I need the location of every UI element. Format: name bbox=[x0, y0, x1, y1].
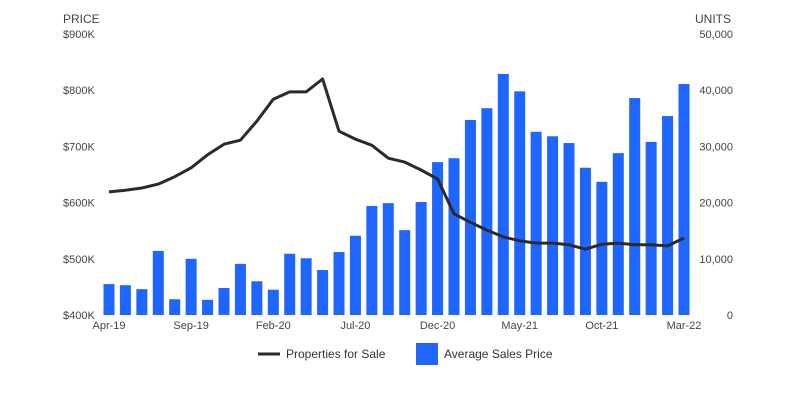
bar-average-sales-price bbox=[612, 153, 624, 315]
legend: Properties for Sale Average Sales Price bbox=[258, 343, 553, 365]
bar-average-sales-price bbox=[284, 253, 296, 315]
x-tick-label: Feb-20 bbox=[256, 320, 291, 332]
bar-average-sales-price bbox=[547, 136, 559, 315]
right-axis-title: UNITS bbox=[695, 12, 731, 26]
bar-average-sales-price bbox=[202, 299, 214, 315]
bar-average-sales-price bbox=[317, 270, 329, 315]
line-properties-for-sale bbox=[108, 77, 685, 251]
right-tick-label: 0 bbox=[727, 310, 733, 322]
x-tick-label: May-21 bbox=[501, 320, 538, 332]
bar-average-sales-price bbox=[218, 288, 230, 315]
bar-average-sales-price bbox=[251, 281, 263, 315]
left-tick-label: $500K bbox=[63, 254, 95, 266]
x-tick-label: Oct-21 bbox=[585, 320, 618, 332]
left-tick-label: $900K bbox=[63, 29, 95, 41]
legend-label-price: Average Sales Price bbox=[444, 347, 553, 361]
bar-average-sales-price bbox=[333, 252, 345, 315]
right-tick-label: 50,000 bbox=[699, 29, 733, 41]
bar-average-sales-price bbox=[415, 202, 427, 315]
legend-label-properties: Properties for Sale bbox=[286, 347, 386, 361]
bar-average-sales-price bbox=[300, 258, 312, 315]
right-tick-label: 40,000 bbox=[699, 85, 733, 97]
left-tick-label: $400K bbox=[63, 310, 95, 322]
bar-average-sales-price bbox=[234, 263, 246, 315]
x-tick-label: Sep-19 bbox=[173, 320, 208, 332]
bar-average-sales-price bbox=[399, 230, 411, 315]
bar-average-sales-price bbox=[432, 162, 444, 315]
bar-average-sales-price bbox=[481, 108, 493, 316]
bar-average-sales-price bbox=[152, 250, 164, 315]
left-tick-label: $600K bbox=[63, 198, 95, 210]
bar-average-sales-price bbox=[382, 203, 394, 315]
right-tick-label: 10,000 bbox=[699, 254, 733, 266]
bar-average-sales-price bbox=[497, 73, 509, 315]
left-tick-label: $700K bbox=[63, 141, 95, 153]
bar-average-sales-price bbox=[662, 116, 674, 315]
bar-average-sales-price bbox=[530, 131, 542, 315]
right-tick-label: 20,000 bbox=[699, 198, 733, 210]
x-tick-label: Mar-22 bbox=[667, 320, 702, 332]
bar-average-sales-price bbox=[678, 84, 690, 315]
bar-average-sales-price bbox=[448, 158, 460, 315]
x-tick-label: Apr-19 bbox=[92, 320, 125, 332]
bar-average-sales-price bbox=[136, 289, 148, 315]
bar-average-sales-price bbox=[464, 119, 476, 316]
bar-average-sales-price bbox=[119, 285, 131, 315]
right-tick-label: 30,000 bbox=[699, 141, 733, 153]
bar-average-sales-price bbox=[514, 91, 526, 315]
bar-average-sales-price bbox=[579, 167, 591, 315]
bar-average-sales-price bbox=[267, 289, 279, 315]
bar-average-sales-price bbox=[629, 98, 641, 316]
left-axis-title: PRICE bbox=[63, 12, 100, 26]
bar-average-sales-price bbox=[349, 235, 361, 315]
left-tick-label: $800K bbox=[63, 85, 95, 97]
bar-average-sales-price bbox=[103, 284, 115, 315]
legend-bar-swatch bbox=[416, 343, 438, 365]
bar-average-sales-price bbox=[563, 143, 575, 315]
x-tick-label: Dec-20 bbox=[420, 320, 455, 332]
bar-average-sales-price bbox=[366, 205, 378, 315]
x-tick-label: Jul-20 bbox=[340, 320, 370, 332]
bar-average-sales-price bbox=[596, 181, 608, 315]
bar-average-sales-price bbox=[645, 141, 657, 315]
bar-average-sales-price bbox=[185, 258, 197, 315]
bar-average-sales-price bbox=[169, 299, 181, 315]
